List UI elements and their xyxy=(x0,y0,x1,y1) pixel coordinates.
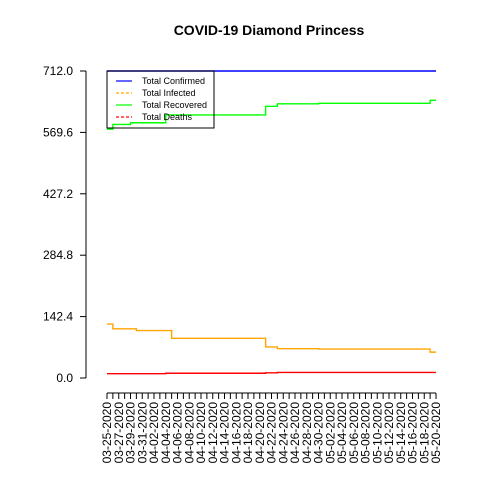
x-tick-label-0: 03-25-2020 xyxy=(100,402,114,464)
legend-label-1: Total Infected xyxy=(142,88,196,98)
x-tick-label-7: 04-08-2020 xyxy=(182,402,196,464)
y-tick-label-0: 0.0 xyxy=(56,371,73,385)
y-tick-label-2: 284.8 xyxy=(43,248,73,262)
series-line-1 xyxy=(107,323,436,353)
x-tick-label-3: 03-31-2020 xyxy=(135,402,149,464)
x-tick-label-22: 05-08-2020 xyxy=(359,402,373,464)
y-tick-label-1: 142.4 xyxy=(43,310,73,324)
legend-label-0: Total Confirmed xyxy=(142,76,205,86)
x-tick-label-26: 05-16-2020 xyxy=(406,402,420,464)
x-tick-label-24: 05-12-2020 xyxy=(382,402,396,464)
y-tick-label-3: 427.2 xyxy=(43,187,73,201)
x-axis: 03-25-202003-27-202003-29-202003-31-2020… xyxy=(100,392,443,464)
x-tick-label-1: 03-27-2020 xyxy=(112,402,126,464)
x-tick-label-23: 05-10-2020 xyxy=(370,402,384,464)
y-tick-label-4: 569.6 xyxy=(43,125,73,139)
legend: Total Confirmed Total Infected Total Recov… xyxy=(106,70,215,129)
plot-area xyxy=(107,70,436,375)
x-tick-label-17: 04-28-2020 xyxy=(300,402,314,464)
x-tick-label-8: 04-10-2020 xyxy=(194,402,208,464)
legend-box xyxy=(106,70,215,129)
x-tick-label-9: 04-12-2020 xyxy=(206,402,220,464)
series-line-2 xyxy=(107,99,436,130)
x-tick-label-21: 05-06-2020 xyxy=(347,402,361,464)
y-tick-label-5: 712.0 xyxy=(43,64,73,78)
series-line-3 xyxy=(107,371,436,375)
x-tick-label-4: 04-02-2020 xyxy=(147,402,161,464)
x-tick-label-20: 05-04-2020 xyxy=(335,402,349,464)
x-tick-label-5: 04-04-2020 xyxy=(159,402,173,464)
x-tick-label-2: 03-29-2020 xyxy=(124,402,138,464)
legend-label-2: Total Recovered xyxy=(142,100,207,110)
x-tick-label-25: 05-14-2020 xyxy=(394,402,408,464)
x-tick-label-6: 04-06-2020 xyxy=(171,402,185,464)
x-tick-label-10: 04-14-2020 xyxy=(218,402,232,464)
legend-label-3: Total Deaths xyxy=(142,112,193,122)
y-axis: 0.0 142.4 284.8 427.2 569.6 712.0 xyxy=(43,64,87,385)
x-tick-label-14: 04-22-2020 xyxy=(265,402,279,464)
x-tick-label-19: 05-02-2020 xyxy=(323,402,337,464)
x-tick-label-27: 05-18-2020 xyxy=(417,402,431,464)
x-tick-label-18: 04-30-2020 xyxy=(312,402,326,464)
x-tick-label-13: 04-20-2020 xyxy=(253,402,267,464)
x-tick-label-12: 04-18-2020 xyxy=(241,402,255,464)
chart-title: COVID-19 Diamond Princess xyxy=(174,22,365,38)
x-tick-label-15: 04-24-2020 xyxy=(276,402,290,464)
x-tick-label-28: 05-20-2020 xyxy=(429,402,443,464)
x-tick-label-11: 04-16-2020 xyxy=(229,402,243,464)
x-tick-label-16: 04-26-2020 xyxy=(288,402,302,464)
